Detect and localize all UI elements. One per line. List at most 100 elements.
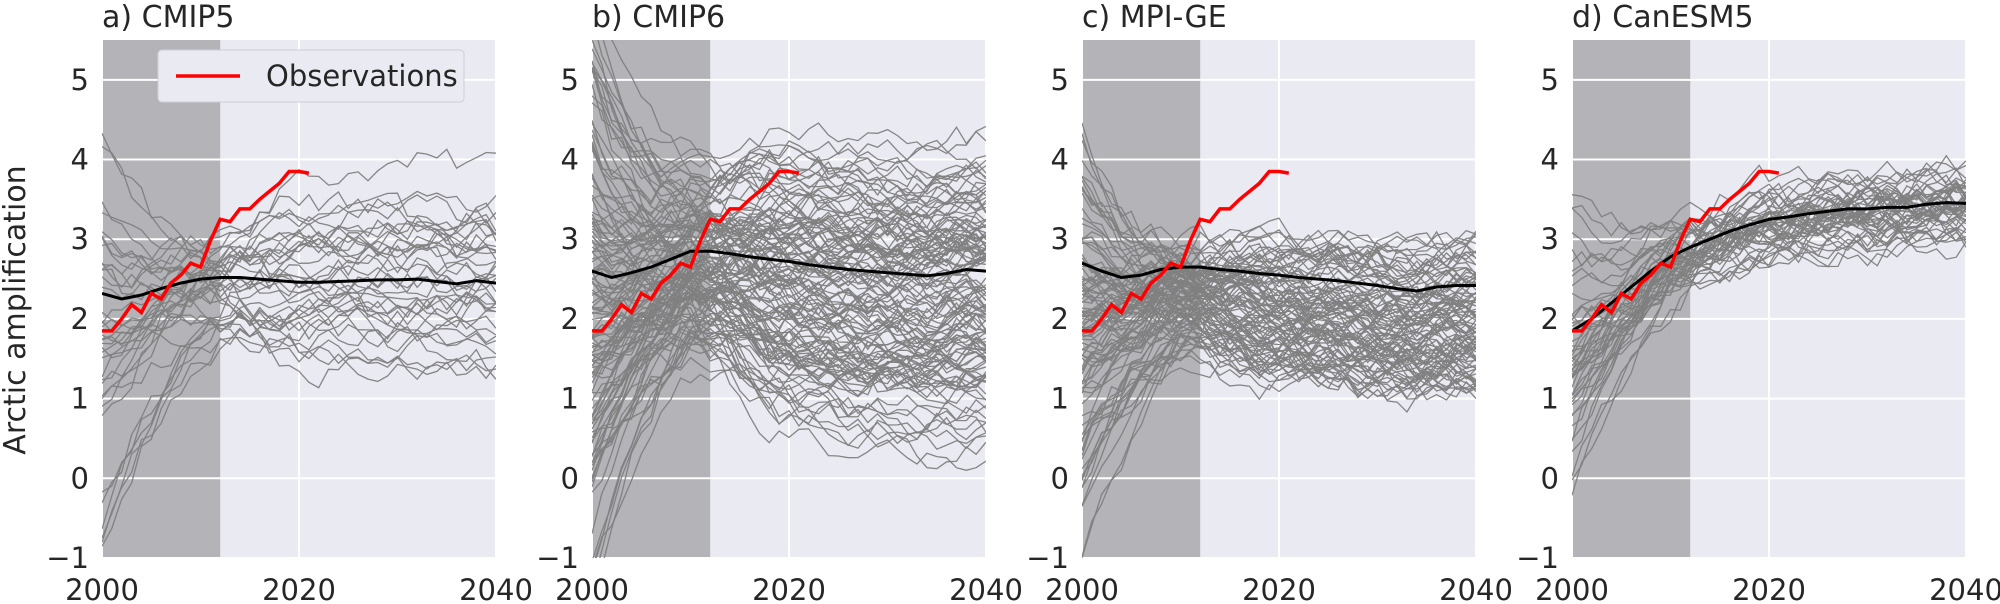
panel-2: b) CMIP6 −1 0 1 2 3 4 5 2000 2020 2040 <box>536 0 1023 604</box>
ensemble-member-line <box>592 296 986 373</box>
ensemble-member-line <box>1082 246 1476 390</box>
ensemble-member-line <box>592 232 986 326</box>
ensemble-member-line <box>102 190 496 290</box>
ensemble-member-line <box>1082 263 1476 363</box>
ensemble-member-line <box>592 311 986 386</box>
ensemble-member-line <box>102 148 496 417</box>
ensemble-member-line <box>102 304 496 359</box>
observations-line <box>592 169 800 333</box>
ensemble-member-line <box>102 204 496 288</box>
panel-4: d) CanESM5 −1 0 1 2 3 4 5 2000 2020 2040 <box>1516 0 2000 604</box>
ensemble-member-line <box>1082 133 1476 368</box>
y-tick-label: 0 <box>1541 461 1559 495</box>
ensemble-member-line <box>592 84 986 207</box>
x-tick-label: 2040 <box>1439 573 1513 604</box>
x-tick-label: 2020 <box>262 573 336 604</box>
ensemble-member-line <box>102 287 496 543</box>
ensemble-member-line <box>102 242 496 327</box>
ensemble-member-line <box>102 320 496 378</box>
ensemble-member-line <box>592 240 986 296</box>
ensemble-member-line <box>592 340 986 488</box>
y-tick-label: 5 <box>561 63 579 97</box>
ensemble-member-line <box>102 336 496 399</box>
ensemble-member-line <box>1082 300 1476 363</box>
plot-area <box>592 40 986 558</box>
panel-title: c) MPI-GE <box>1082 0 1227 35</box>
legend-box <box>157 49 465 103</box>
ensemble-member-line <box>1572 206 1966 370</box>
plot-area <box>1572 154 1966 496</box>
y-tick-label: 0 <box>561 461 579 495</box>
ensemble-member-line <box>592 263 986 315</box>
ensemble-member-line <box>1082 286 1476 338</box>
ensemble-member-line <box>592 251 986 398</box>
ensemble-member-line <box>1572 167 1966 302</box>
ensemble-member-line <box>102 232 496 397</box>
x-tick-label: 2040 <box>1929 573 2000 604</box>
x-tick-label: 2000 <box>555 573 629 604</box>
ensemble-member-line <box>592 141 986 385</box>
ensemble-member-line <box>102 201 496 348</box>
ensemble-member-line <box>1082 355 1476 470</box>
ensemble-member-line <box>1572 160 1966 416</box>
ensemble-member-line <box>592 120 986 320</box>
ensemble-member-line <box>102 194 496 359</box>
ensemble-member-line <box>592 314 986 422</box>
ensemble-member-line <box>592 66 986 363</box>
ensemble-member-line <box>592 194 986 450</box>
ensemble-member-line <box>592 236 986 288</box>
ensemble-member-line <box>102 192 496 276</box>
ensemble-member-line <box>102 287 496 504</box>
y-tick-label: −1 <box>46 541 89 575</box>
ensemble-member-line <box>1082 290 1476 346</box>
y-tick-label: 3 <box>561 222 579 256</box>
ensemble-member-line <box>592 177 986 329</box>
ensemble-member-line <box>1082 260 1476 314</box>
ensemble-member-line <box>1572 214 1966 271</box>
y-tick-label: −1 <box>1516 541 1559 575</box>
y-tick-label: 4 <box>561 143 579 177</box>
ensemble-member-line <box>102 261 496 345</box>
observations-line <box>1572 169 1780 333</box>
y-tick-label: 4 <box>1051 143 1069 177</box>
ensemble-member-line <box>592 222 986 401</box>
ensemble-member-line <box>592 219 986 362</box>
ensemble-member-line <box>592 68 986 300</box>
y-tick-label: 4 <box>71 143 89 177</box>
ensemble-member-line <box>1082 233 1476 479</box>
panel-3: c) MPI-GE −1 0 1 2 3 4 5 2000 2020 2040 <box>1026 0 1513 604</box>
ensemble-member-line <box>592 255 986 337</box>
ensemble-member-line <box>1082 234 1476 283</box>
x-tick-label: 2040 <box>949 573 1023 604</box>
ensemble-member-line <box>592 144 986 283</box>
plot-area <box>1082 122 1476 558</box>
ensemble-member-line <box>592 206 986 251</box>
ensemble-member-line <box>592 324 986 493</box>
ensemble-member-line <box>1082 266 1476 342</box>
ensemble-member-line <box>592 217 986 333</box>
ensemble-member-line <box>1082 300 1476 388</box>
legend: Observations <box>157 49 465 103</box>
y-tick-label: 5 <box>1541 63 1559 97</box>
ensemble-member-line <box>1082 242 1476 452</box>
ensemble-member-line <box>592 69 986 188</box>
ensemble-member-line <box>592 181 986 409</box>
ensemble-member-line <box>1572 179 1966 442</box>
ensemble-member-line <box>592 277 986 464</box>
ensemble-member-line <box>102 291 496 547</box>
y-tick-label: 0 <box>71 461 89 495</box>
ensemble-member-line <box>592 272 986 366</box>
ensemble-member-line <box>602 40 986 342</box>
ensemble-member-line <box>603 248 986 558</box>
mean-line <box>592 249 986 280</box>
ensemble-member-line <box>1572 168 1966 452</box>
ensemble-member-line <box>1572 229 1966 406</box>
y-tick-label: 3 <box>71 222 89 256</box>
y-tick-label: −1 <box>1026 541 1069 575</box>
ensemble-member-line <box>1082 355 1476 507</box>
ensemble-member-line <box>592 95 986 211</box>
ensemble-member-line <box>592 139 986 247</box>
ensemble-member-line <box>1572 194 1966 287</box>
y-tick-label: 4 <box>1541 143 1559 177</box>
